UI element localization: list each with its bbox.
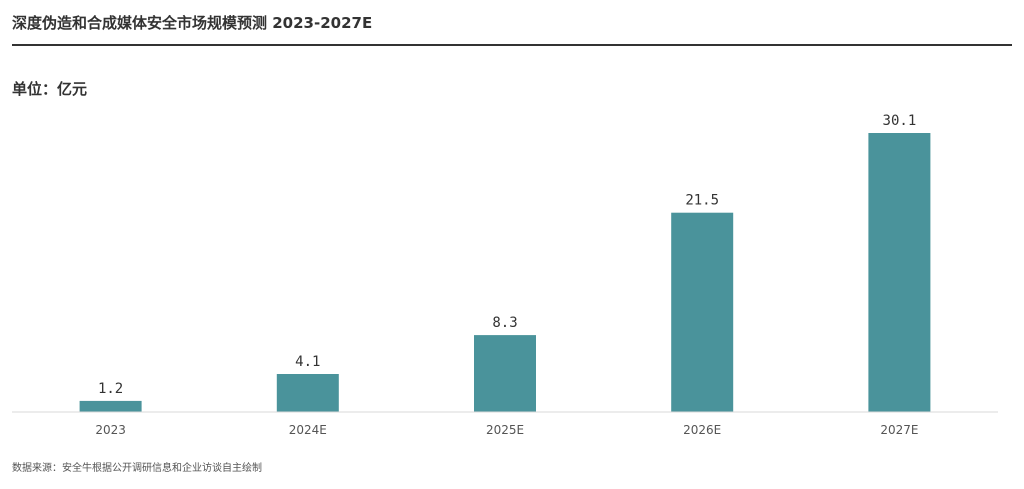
value-label-2027E: 30.1 <box>883 113 917 129</box>
category-label-2027E: 2027E <box>880 423 918 437</box>
unit-label: 单位：亿元 <box>12 80 88 98</box>
category-label-2025E: 2025E <box>486 423 524 437</box>
bar-2026E <box>671 212 734 412</box>
bar-2024E <box>276 374 339 412</box>
bar-2027E <box>868 133 931 412</box>
labels-layer: 1.2 2023 4.1 2024E 8.3 2025E 21.5 2026E 30.1 2027… <box>95 113 918 437</box>
value-label-2023: 1.2 <box>98 381 123 397</box>
bars-layer <box>79 133 931 412</box>
bar-2025E <box>474 335 536 412</box>
category-label-2026E: 2026E <box>683 423 721 437</box>
value-label-2024E: 4.1 <box>295 354 320 370</box>
category-label-2023: 2023 <box>95 423 126 437</box>
title-divider <box>12 44 1012 46</box>
chart-title: 深度伪造和合成媒体安全市场规模预测 2023-2027E <box>12 14 373 32</box>
bar-2023 <box>79 400 142 412</box>
data-source: 数据来源：安全牛根据公开调研信息和企业访谈自主绘制 <box>12 463 262 474</box>
value-label-2026E: 21.5 <box>685 193 719 209</box>
category-label-2024E: 2024E <box>289 423 327 437</box>
value-label-2025E: 8.3 <box>492 315 517 331</box>
